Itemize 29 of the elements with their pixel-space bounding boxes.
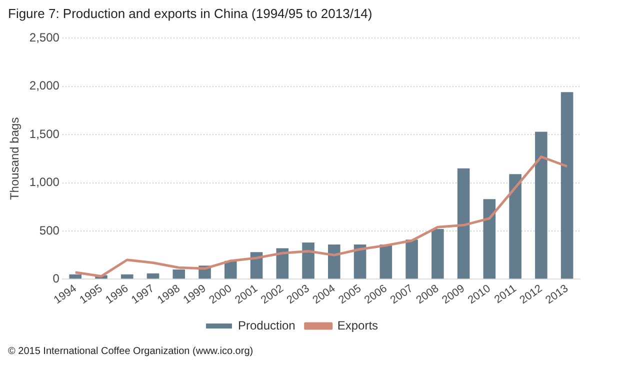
text: © 2015 International Coffee Organization (www.ico.org): [8, 346, 254, 357]
y-tick-label: 2,500: [29, 30, 60, 45]
x-tick-label: 1999: [181, 282, 208, 307]
legend-label: Production: [238, 318, 296, 332]
bar: [432, 229, 444, 279]
bar: [224, 260, 237, 279]
bar: [509, 174, 522, 279]
y-tick-label: 0: [52, 271, 60, 286]
bar: [328, 244, 340, 279]
bar: [560, 92, 574, 279]
y-tick-label: 500: [39, 223, 60, 238]
bar: [69, 274, 82, 279]
legend-label: Exports: [337, 318, 378, 332]
chart-title: Figure 7: Production and exports in China (1994/95 to 2013/14): [8, 6, 372, 21]
bar: [302, 242, 314, 279]
y-tick-label: 1,500: [29, 126, 60, 141]
bar: [354, 244, 366, 279]
y-axis-title: Thousand bags: [8, 117, 22, 200]
bar: [380, 244, 392, 279]
bar: [535, 132, 548, 279]
bar: [483, 199, 496, 279]
y-tick-label: 1,000: [29, 175, 60, 190]
bar: [457, 168, 470, 279]
bar: [172, 270, 186, 279]
bar: [120, 274, 134, 279]
bar: [146, 273, 160, 279]
x-tick-label: 2011: [492, 282, 519, 306]
bar: [406, 240, 418, 279]
y-tick-label: 2,000: [29, 78, 60, 93]
